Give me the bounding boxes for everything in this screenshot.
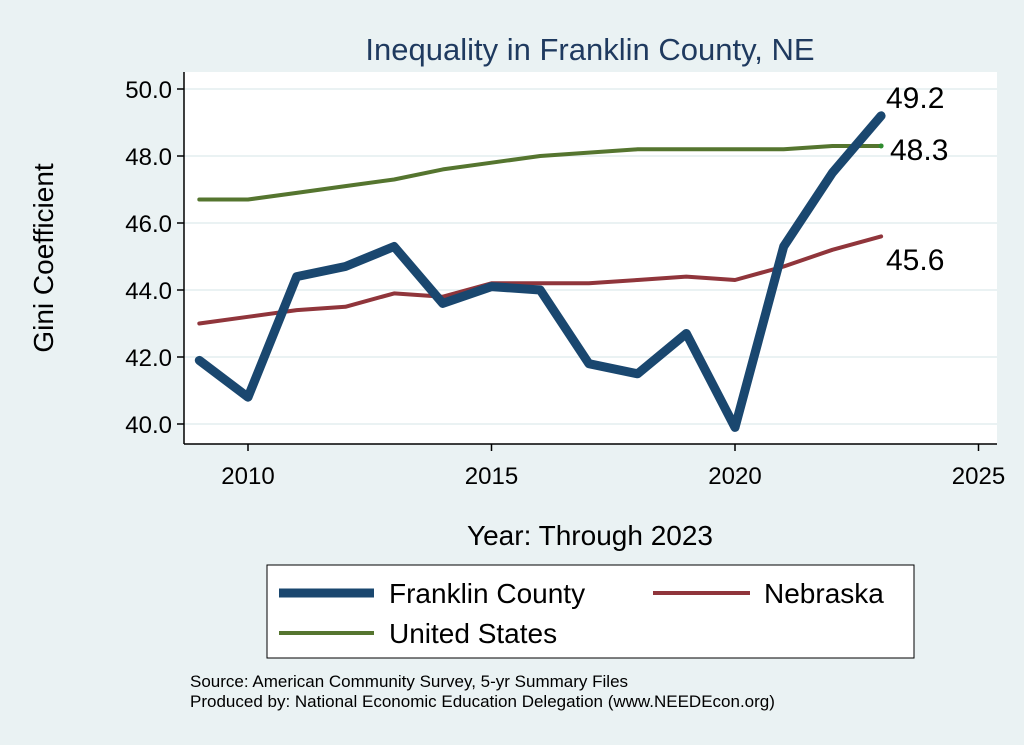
series-line-united-states: [197, 144, 884, 202]
legend-box: [266, 564, 915, 659]
gridlines: [184, 88, 997, 425]
y-tick-label: 40.0: [125, 412, 172, 439]
x-tick-label: 2015: [465, 463, 518, 490]
y-tick-label: 42.0: [125, 345, 172, 372]
y-tick-label: 48.0: [125, 144, 172, 171]
series-end-marker-united-states: [878, 143, 884, 149]
chart-title: Inequality in Franklin County, NE: [365, 32, 814, 67]
y-tick-label: 44.0: [125, 278, 172, 305]
end-labels: 49.2 48.3 45.6: [886, 82, 948, 277]
source-note: Source: American Community Survey, 5-yr …: [190, 672, 628, 691]
legend-label-nebraska: Nebraska: [764, 578, 884, 609]
x-tick-label: 2025: [952, 463, 1005, 490]
x-axis-title: Year: Through 2023: [467, 520, 713, 551]
series-layer: [194, 111, 886, 432]
end-label-nebraska: 45.6: [886, 244, 944, 277]
axes: 40.0 42.0 44.0 46.0 48.0 50.0 2010 2015 2020 2025: [125, 72, 1005, 490]
y-tick-label: 46.0: [125, 211, 172, 238]
end-label-united-states: 48.3: [890, 134, 948, 167]
end-label-franklin-county: 49.2: [886, 82, 944, 115]
x-tick-label: 2010: [221, 463, 274, 490]
producer-note: Produced by: National Economic Education…: [190, 692, 775, 711]
y-axis-title: Gini Coefficient: [28, 163, 59, 353]
legend: Franklin County Nebraska United States: [266, 564, 915, 659]
legend-label-franklin-county: Franklin County: [389, 578, 585, 609]
x-tick-label: 2020: [708, 463, 761, 490]
series-line-nebraska: [197, 234, 884, 326]
legend-label-united-states: United States: [389, 618, 557, 649]
y-tick-label: 50.0: [125, 77, 172, 104]
series-line-franklin-county: [194, 111, 886, 432]
